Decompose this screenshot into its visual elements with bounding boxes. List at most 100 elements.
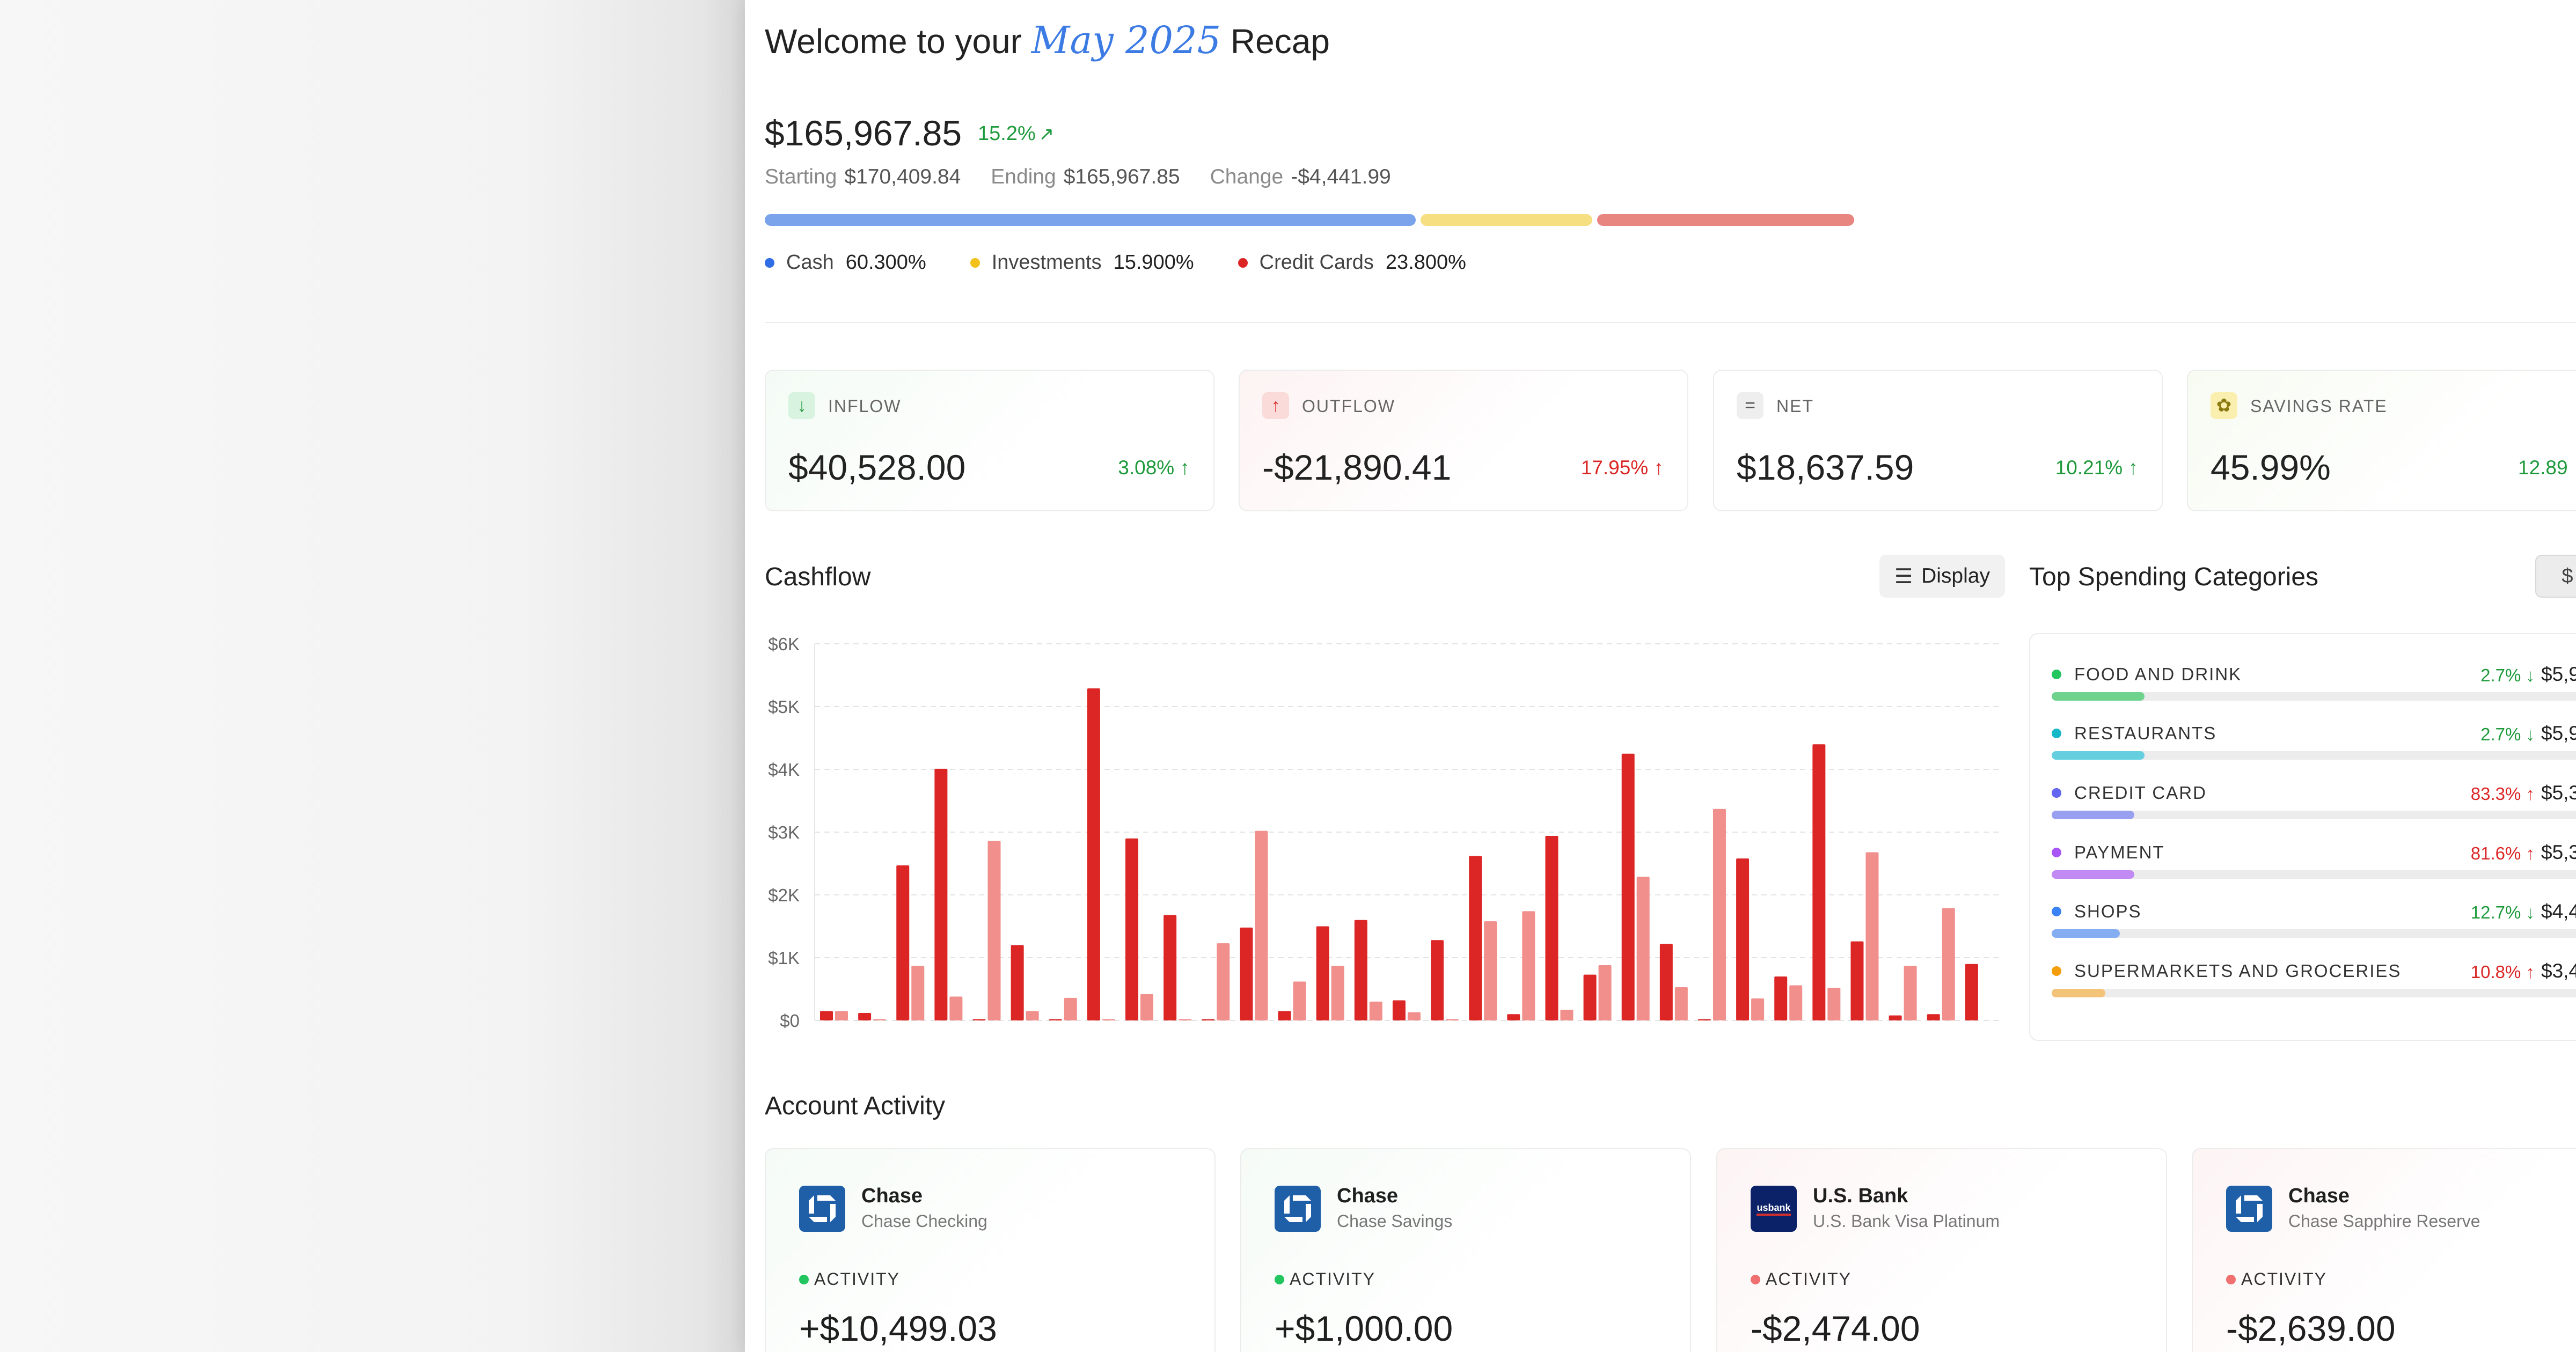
chase-logo-icon: [1275, 1186, 1321, 1232]
account-card[interactable]: Chase Chase Sapphire Reserve ACTIVITY -$…: [2192, 1148, 2576, 1352]
cashflow-bar-dark[interactable]: [1049, 1019, 1062, 1020]
cashflow-bar-dark[interactable]: [1697, 1019, 1711, 1020]
cashflow-bar-dark[interactable]: [1011, 945, 1024, 1020]
cashflow-bar-light[interactable]: [1026, 1011, 1039, 1020]
cashflow-bar-dark[interactable]: [1354, 920, 1367, 1020]
cashflow-bar-light[interactable]: [1331, 966, 1344, 1020]
outflow-card[interactable]: ↑ OUTFLOW -$21,890.41 17.95% ↑: [1239, 370, 1688, 511]
category-row[interactable]: FOOD AND DRINK 2.7% ↓ $5,98: [2052, 662, 2576, 721]
cashflow-bar-light[interactable]: [949, 996, 963, 1020]
cashflow-bar-light[interactable]: [1255, 831, 1268, 1020]
cashflow-bar-dark[interactable]: [1850, 941, 1864, 1020]
cashflow-bar-light[interactable]: [873, 1019, 887, 1020]
currency-toggle-button[interactable]: $: [2535, 555, 2576, 598]
cashflow-bar-dark[interactable]: [1965, 964, 1978, 1020]
cashflow-bar-light[interactable]: [835, 1011, 848, 1020]
display-button[interactable]: ☰ Display: [1879, 555, 2005, 598]
category-row[interactable]: CREDIT CARD 83.3% ↑ $5,36: [2052, 781, 2576, 840]
cashflow-bar-light[interactable]: [1713, 809, 1726, 1020]
cashflow-bar-dark[interactable]: [1621, 753, 1635, 1020]
cashflow-bar-dark[interactable]: [858, 1012, 872, 1020]
cashflow-bar-dark[interactable]: [1736, 858, 1750, 1020]
ending-stat: Ending $165,967.85: [991, 165, 1180, 189]
account-card[interactable]: Chase Chase Checking ACTIVITY +$10,499.0…: [765, 1148, 1216, 1352]
net-worth-change-pct: 15.2%: [978, 122, 1036, 145]
cashflow-bar-light[interactable]: [1446, 1019, 1459, 1020]
category-bar-track: [2052, 692, 2576, 701]
cashflow-bar-dark[interactable]: [896, 865, 910, 1020]
cashflow-bar-light[interactable]: [1636, 877, 1650, 1020]
cashflow-bar-light[interactable]: [1674, 987, 1688, 1020]
cashflow-bar-dark[interactable]: [1316, 926, 1329, 1021]
cashflow-bar-dark[interactable]: [1545, 836, 1558, 1020]
cashflow-bar-light[interactable]: [1522, 911, 1535, 1020]
cashflow-bar-dark[interactable]: [1583, 974, 1597, 1020]
net-value: $18,637.59: [1737, 447, 1914, 487]
cashflow-bar-dark[interactable]: [1431, 940, 1444, 1020]
bank-name: U.S. Bank: [1813, 1185, 1908, 1207]
category-bar-fill: [2052, 989, 2106, 997]
cashflow-bar-dark[interactable]: [1278, 1011, 1291, 1020]
net-change: 10.21% ↑: [2055, 457, 2138, 479]
cashflow-bar-light[interactable]: [1904, 966, 1917, 1020]
category-row[interactable]: SUPERMARKETS AND GROCERIES 10.8% ↑ $3,47: [2052, 959, 2576, 1018]
cashflow-bar-light[interactable]: [1407, 1012, 1421, 1020]
cashflow-bar-dark[interactable]: [1507, 1014, 1520, 1020]
cashflow-bar-dark[interactable]: [1774, 976, 1788, 1020]
cashflow-bar-dark[interactable]: [1087, 688, 1100, 1020]
chase-logo-icon: [2226, 1186, 2272, 1232]
cashflow-bar-light[interactable]: [987, 841, 1001, 1020]
cashflow-bar-light[interactable]: [1217, 943, 1230, 1020]
cashflow-bar-light[interactable]: [1179, 1019, 1192, 1020]
cashflow-bar-light[interactable]: [1865, 852, 1879, 1020]
cashflow-bar-light[interactable]: [1064, 997, 1077, 1020]
cashflow-bar-dark[interactable]: [1240, 927, 1253, 1020]
account-name: Chase Sapphire Reserve: [2288, 1211, 2480, 1231]
cashflow-bar-dark[interactable]: [1202, 1019, 1215, 1020]
category-bar-fill: [2052, 692, 2145, 701]
category-name: PAYMENT: [2074, 842, 2165, 862]
net-card[interactable]: = NET $18,637.59 10.21% ↑: [1713, 370, 2163, 511]
category-dot: [2052, 729, 2061, 738]
savings-rate-change: 12.89: [2518, 457, 2568, 479]
cashflow-bar-dark[interactable]: [1812, 744, 1826, 1020]
activity-text: ACTIVITY: [1290, 1269, 1376, 1289]
cashflow-bar-light[interactable]: [911, 966, 925, 1020]
cashflow-bar-dark[interactable]: [934, 768, 948, 1020]
account-card[interactable]: Chase Chase Savings ACTIVITY +$1,000.00: [1240, 1148, 1691, 1352]
savings-rate-card[interactable]: ✿ SAVINGS RATE 45.99% 12.89: [2187, 370, 2576, 511]
cashflow-bar-light[interactable]: [1369, 1001, 1382, 1020]
cashflow-bar-light[interactable]: [1942, 908, 1955, 1020]
cashflow-bar-dark[interactable]: [1659, 944, 1673, 1020]
cashflow-bar-light[interactable]: [1293, 981, 1306, 1020]
category-row[interactable]: SHOPS 12.7% ↓ $4,46: [2052, 899, 2576, 958]
cashflow-bar-light[interactable]: [1598, 965, 1612, 1020]
cashflow-bar-dark[interactable]: [820, 1011, 833, 1020]
cashflow-bar-dark[interactable]: [1927, 1014, 1940, 1020]
cashflow-bar-light[interactable]: [1484, 921, 1497, 1020]
starting-ending-row: Starting $170,409.84 Ending $165,967.85 Ch…: [765, 165, 1391, 189]
cashflow-bar-dark[interactable]: [1125, 838, 1139, 1020]
cashflow-bar-dark[interactable]: [972, 1019, 986, 1020]
cashflow-bar-dark[interactable]: [1163, 915, 1177, 1020]
ending-value: $165,967.85: [1063, 165, 1180, 188]
cashflow-bar-dark[interactable]: [1889, 1015, 1902, 1020]
cashflow-bar-light[interactable]: [1140, 994, 1154, 1020]
category-change: 2.7% ↓: [2480, 724, 2535, 744]
category-name: SUPERMARKETS AND GROCERIES: [2074, 961, 2402, 981]
cashflow-bar-light[interactable]: [1827, 988, 1841, 1020]
outflow-value: -$21,890.41: [1262, 447, 1452, 487]
category-row[interactable]: PAYMENT 81.6% ↑ $5,36: [2052, 840, 2576, 899]
cashflow-bar-light[interactable]: [1751, 998, 1765, 1020]
cashflow-bar-light[interactable]: [1560, 1010, 1574, 1020]
net-label: NET: [1776, 396, 1814, 416]
inflow-card[interactable]: ↓ INFLOW $40,528.00 3.08% ↑: [765, 370, 1214, 511]
cashflow-bar-dark[interactable]: [1392, 1000, 1406, 1020]
cashflow-bar-light[interactable]: [1789, 985, 1803, 1020]
category-row[interactable]: RESTAURANTS 2.7% ↓ $5,98: [2052, 721, 2576, 780]
cashflow-bar-dark[interactable]: [1469, 856, 1482, 1020]
cashflow-bar-light[interactable]: [1102, 1019, 1115, 1020]
category-change: 2.7% ↓: [2480, 665, 2535, 685]
legend-credit-cards: Credit Cards 23.800%: [1238, 251, 1466, 274]
account-card[interactable]: usbank U.S. Bank U.S. Bank Visa Platinum…: [1716, 1148, 2167, 1352]
